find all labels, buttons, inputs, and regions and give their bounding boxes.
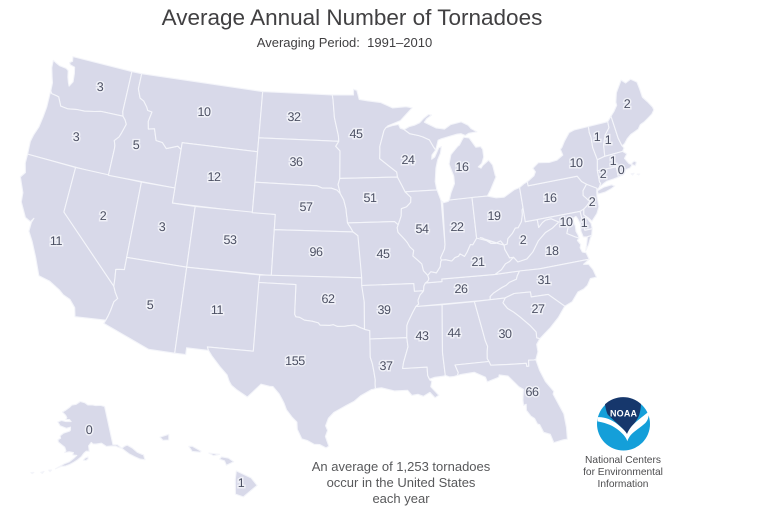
svg-text:10: 10: [559, 215, 573, 229]
svg-text:0: 0: [86, 423, 93, 437]
svg-text:2: 2: [520, 233, 527, 247]
svg-text:3: 3: [73, 130, 80, 144]
svg-text:27: 27: [531, 302, 545, 316]
svg-text:57: 57: [299, 200, 313, 214]
svg-text:2: 2: [589, 195, 596, 209]
svg-text:NOAA: NOAA: [610, 409, 638, 419]
svg-text:32: 32: [287, 110, 301, 124]
svg-text:62: 62: [321, 292, 335, 306]
svg-text:36: 36: [289, 155, 303, 169]
svg-text:30: 30: [498, 327, 512, 341]
svg-text:0: 0: [618, 163, 625, 177]
svg-text:54: 54: [415, 222, 429, 236]
svg-text:26: 26: [454, 282, 468, 296]
svg-text:44: 44: [447, 326, 461, 340]
svg-text:1: 1: [594, 130, 601, 144]
svg-text:21: 21: [471, 255, 485, 269]
svg-text:11: 11: [50, 234, 63, 248]
svg-text:2: 2: [100, 209, 107, 223]
svg-text:1: 1: [581, 216, 588, 230]
svg-text:39: 39: [377, 303, 391, 317]
svg-text:1: 1: [605, 133, 612, 147]
svg-text:51: 51: [363, 191, 377, 205]
svg-text:3: 3: [97, 80, 104, 94]
svg-text:5: 5: [133, 138, 140, 152]
svg-text:12: 12: [207, 170, 221, 184]
svg-text:155: 155: [285, 354, 305, 368]
svg-text:18: 18: [545, 244, 559, 258]
svg-text:43: 43: [415, 329, 429, 343]
svg-text:1: 1: [610, 154, 617, 168]
svg-text:45: 45: [349, 127, 363, 141]
svg-text:3: 3: [159, 220, 166, 234]
svg-text:11: 11: [211, 303, 224, 317]
svg-text:19: 19: [487, 209, 501, 223]
svg-text:2: 2: [624, 97, 631, 111]
svg-text:10: 10: [197, 105, 211, 119]
svg-text:16: 16: [455, 160, 469, 174]
svg-text:45: 45: [376, 247, 390, 261]
svg-text:66: 66: [525, 385, 539, 399]
svg-text:53: 53: [223, 233, 237, 247]
svg-text:31: 31: [537, 273, 551, 287]
svg-text:24: 24: [401, 153, 415, 167]
svg-text:1: 1: [238, 476, 245, 490]
svg-text:96: 96: [309, 245, 323, 259]
svg-text:10: 10: [569, 156, 583, 170]
svg-text:5: 5: [147, 298, 154, 312]
svg-text:2: 2: [600, 167, 607, 181]
svg-text:37: 37: [379, 359, 393, 373]
svg-text:16: 16: [543, 191, 557, 205]
svg-text:22: 22: [450, 220, 464, 234]
